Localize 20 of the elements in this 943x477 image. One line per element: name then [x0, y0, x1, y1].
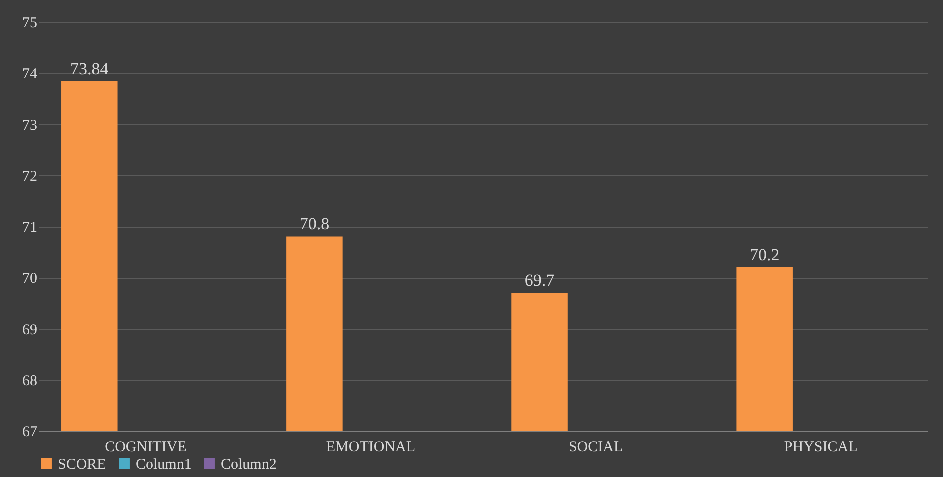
data-label: 70.2 [750, 245, 780, 264]
y-tick-label: 72 [22, 168, 38, 185]
x-tick-label: PHYSICAL [784, 440, 858, 456]
x-tick-label: SOCIAL [568, 440, 624, 456]
y-tick-label: 70 [22, 271, 38, 288]
x-tick-label: COGNITIVE [105, 440, 187, 456]
y-tick-label: 71 [22, 220, 38, 236]
y-tick-label: 68 [22, 373, 38, 390]
y-tick-label: 69 [22, 322, 38, 338]
y-tick-label: 75 [22, 16, 38, 32]
legend-label: Column2 [221, 456, 277, 473]
y-tick-label: 67 [22, 424, 38, 440]
legend-label: SCORE [58, 456, 106, 473]
y-tick-label: 74 [22, 66, 38, 83]
x-tick-label: EMOTIONAL [326, 440, 416, 456]
data-label: 69.7 [524, 270, 556, 290]
data-label: 70.8 [300, 214, 330, 234]
y-tick-label: 73 [22, 118, 38, 134]
data-label: 73.84 [70, 59, 110, 78]
legend-label: Column1 [136, 456, 192, 473]
